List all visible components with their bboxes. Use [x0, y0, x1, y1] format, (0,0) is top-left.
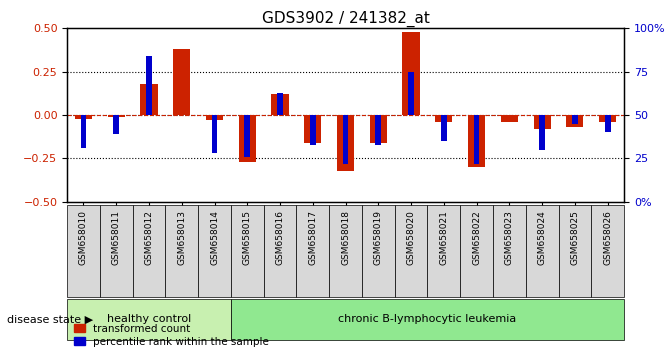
Bar — [599, 115, 616, 122]
FancyBboxPatch shape — [591, 205, 624, 297]
Bar — [474, 115, 480, 164]
Text: GSM658012: GSM658012 — [144, 210, 154, 265]
Bar — [376, 115, 381, 144]
FancyBboxPatch shape — [100, 205, 133, 297]
Bar — [441, 115, 447, 141]
FancyBboxPatch shape — [165, 205, 198, 297]
Text: GSM658010: GSM658010 — [79, 210, 88, 265]
FancyBboxPatch shape — [264, 205, 297, 297]
Bar — [107, 115, 125, 117]
Bar — [501, 115, 518, 122]
Text: healthy control: healthy control — [107, 314, 191, 325]
Bar — [605, 115, 611, 132]
Text: GSM658023: GSM658023 — [505, 210, 514, 265]
Bar — [310, 115, 315, 144]
Text: GSM658020: GSM658020 — [407, 210, 415, 265]
Bar — [370, 115, 387, 143]
Text: GSM658013: GSM658013 — [177, 210, 187, 265]
Text: GSM658026: GSM658026 — [603, 210, 612, 265]
FancyBboxPatch shape — [67, 299, 231, 340]
FancyBboxPatch shape — [133, 205, 165, 297]
Bar — [539, 115, 545, 150]
Text: GSM658015: GSM658015 — [243, 210, 252, 265]
FancyBboxPatch shape — [427, 205, 460, 297]
Text: GSM658022: GSM658022 — [472, 210, 481, 265]
FancyBboxPatch shape — [395, 205, 427, 297]
FancyBboxPatch shape — [297, 205, 329, 297]
Text: GSM658016: GSM658016 — [276, 210, 285, 265]
Bar — [173, 49, 191, 115]
FancyBboxPatch shape — [231, 299, 624, 340]
Title: GDS3902 / 241382_at: GDS3902 / 241382_at — [262, 11, 429, 27]
Bar — [304, 115, 321, 143]
Text: GSM658021: GSM658021 — [440, 210, 448, 265]
Bar — [140, 84, 158, 115]
FancyBboxPatch shape — [460, 205, 493, 297]
Bar — [206, 115, 223, 120]
FancyBboxPatch shape — [493, 205, 526, 297]
Bar — [343, 115, 348, 164]
Text: GSM658011: GSM658011 — [112, 210, 121, 265]
Bar — [566, 115, 584, 127]
Bar — [75, 115, 92, 119]
FancyBboxPatch shape — [67, 205, 100, 297]
Legend: transformed count, percentile rank within the sample: transformed count, percentile rank withi… — [72, 321, 271, 349]
Bar — [272, 94, 289, 115]
Bar — [408, 72, 414, 115]
FancyBboxPatch shape — [558, 205, 591, 297]
FancyBboxPatch shape — [329, 205, 362, 297]
Bar — [277, 92, 283, 115]
Bar — [435, 115, 452, 122]
Bar — [81, 115, 87, 148]
Bar — [337, 115, 354, 171]
Bar — [403, 32, 419, 115]
Bar — [244, 115, 250, 157]
Bar — [113, 115, 119, 134]
Text: chronic B-lymphocytic leukemia: chronic B-lymphocytic leukemia — [338, 314, 517, 325]
Bar — [146, 56, 152, 115]
Text: GSM658024: GSM658024 — [537, 210, 547, 265]
FancyBboxPatch shape — [362, 205, 395, 297]
Text: GSM658014: GSM658014 — [210, 210, 219, 265]
Text: GSM658018: GSM658018 — [341, 210, 350, 265]
Bar — [572, 115, 578, 124]
Bar — [468, 115, 485, 167]
Text: GSM658017: GSM658017 — [308, 210, 317, 265]
FancyBboxPatch shape — [526, 205, 558, 297]
Bar — [239, 115, 256, 162]
FancyBboxPatch shape — [231, 205, 264, 297]
Text: GSM658019: GSM658019 — [374, 210, 383, 265]
Bar — [533, 115, 551, 129]
FancyBboxPatch shape — [198, 205, 231, 297]
Bar — [211, 115, 217, 153]
Text: GSM658025: GSM658025 — [570, 210, 579, 265]
Text: disease state ▶: disease state ▶ — [7, 314, 93, 325]
